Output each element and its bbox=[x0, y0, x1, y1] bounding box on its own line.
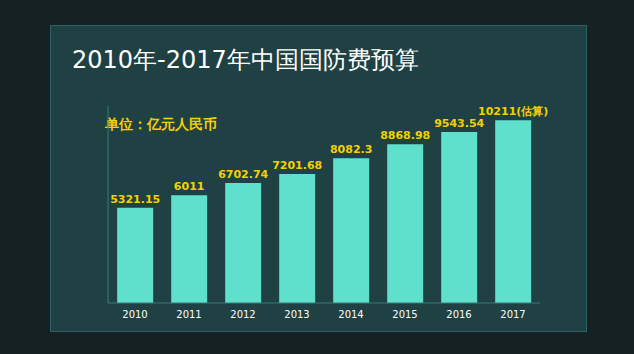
svg-text:2017: 2017 bbox=[500, 309, 525, 320]
svg-text:8868.98: 8868.98 bbox=[380, 129, 430, 142]
svg-text:2012: 2012 bbox=[230, 309, 255, 320]
svg-text:2011: 2011 bbox=[176, 309, 201, 320]
svg-text:8082.3: 8082.3 bbox=[330, 143, 372, 156]
svg-text:6011: 6011 bbox=[174, 180, 205, 193]
svg-text:7201.68: 7201.68 bbox=[272, 159, 322, 172]
svg-text:2013: 2013 bbox=[284, 309, 309, 320]
svg-text:2014: 2014 bbox=[338, 309, 363, 320]
svg-text:9543.54: 9543.54 bbox=[434, 117, 484, 130]
svg-text:2015: 2015 bbox=[392, 309, 417, 320]
svg-text:2016: 2016 bbox=[446, 309, 471, 320]
html-text:单位：亿元人民币: 单位：亿元人民币 bbox=[105, 116, 217, 132]
svg-text:6702.74: 6702.74 bbox=[218, 168, 268, 181]
svg-text:2010: 2010 bbox=[122, 309, 147, 320]
html-text:2010年-2017年中国国防费预算: 2010年-2017年中国国防费预算 bbox=[72, 46, 419, 74]
svg-text:10211(估算): 10211(估算) bbox=[478, 105, 548, 118]
svg-text:5321.15: 5321.15 bbox=[110, 193, 160, 206]
